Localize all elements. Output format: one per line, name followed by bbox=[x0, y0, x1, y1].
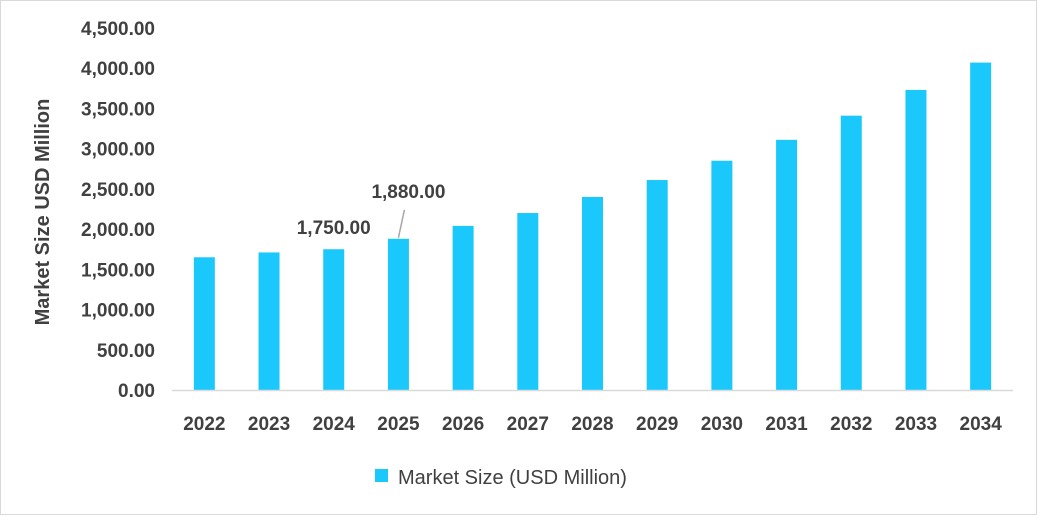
x-tick-label: 2028 bbox=[571, 414, 613, 435]
y-tick-label: 3,500.00 bbox=[81, 99, 155, 120]
x-tick-label: 2031 bbox=[765, 414, 808, 435]
x-tick-label: 2034 bbox=[960, 414, 1003, 435]
bar-2026 bbox=[452, 225, 474, 390]
x-tick-label: 2022 bbox=[183, 414, 225, 435]
x-tick-label: 2024 bbox=[313, 414, 356, 435]
data-label: 1,880.00 bbox=[371, 182, 445, 203]
y-tick-label: 4,500.00 bbox=[81, 19, 155, 40]
y-tick-label: 1,000.00 bbox=[81, 301, 155, 322]
bar-2028 bbox=[582, 196, 603, 390]
y-tick-label: 2,500.00 bbox=[81, 180, 155, 201]
x-tick-label: 2029 bbox=[636, 414, 678, 435]
bar-2023 bbox=[258, 252, 280, 390]
y-tick-label: 0.00 bbox=[118, 381, 155, 402]
x-tick-label: 2033 bbox=[895, 414, 937, 435]
data-label-leader-line bbox=[397, 209, 406, 238]
x-tick-label: 2030 bbox=[701, 414, 743, 435]
x-tick-label: 2023 bbox=[248, 414, 290, 435]
y-tick-label: 500.00 bbox=[97, 341, 155, 362]
bar-2029 bbox=[646, 180, 668, 390]
legend-label: Market Size (USD Million) bbox=[398, 467, 627, 489]
x-tick-label: 2032 bbox=[830, 414, 872, 435]
y-tick-label: 4,000.00 bbox=[81, 59, 155, 80]
bar-2025 bbox=[387, 238, 409, 390]
bar-2033 bbox=[905, 89, 927, 390]
y-tick-label: 3,000.00 bbox=[81, 140, 155, 161]
y-tick-label: 1,500.00 bbox=[81, 260, 155, 281]
bar-2027 bbox=[517, 213, 539, 390]
bar-2030 bbox=[711, 160, 733, 390]
x-tick-label: 2027 bbox=[507, 414, 549, 435]
bar-2031 bbox=[776, 139, 798, 390]
bar-2022 bbox=[193, 257, 215, 390]
x-tick-label: 2026 bbox=[442, 414, 484, 435]
x-tick-label: 2025 bbox=[377, 414, 420, 435]
legend-swatch bbox=[375, 469, 388, 482]
y-axis-label: Market Size USD Million bbox=[32, 99, 54, 326]
bar-2032 bbox=[840, 115, 862, 390]
bar-2024 bbox=[323, 249, 345, 390]
bar-2034 bbox=[970, 62, 992, 390]
y-tick-label: 2,000.00 bbox=[81, 220, 155, 241]
data-label: 1,750.00 bbox=[297, 218, 371, 239]
